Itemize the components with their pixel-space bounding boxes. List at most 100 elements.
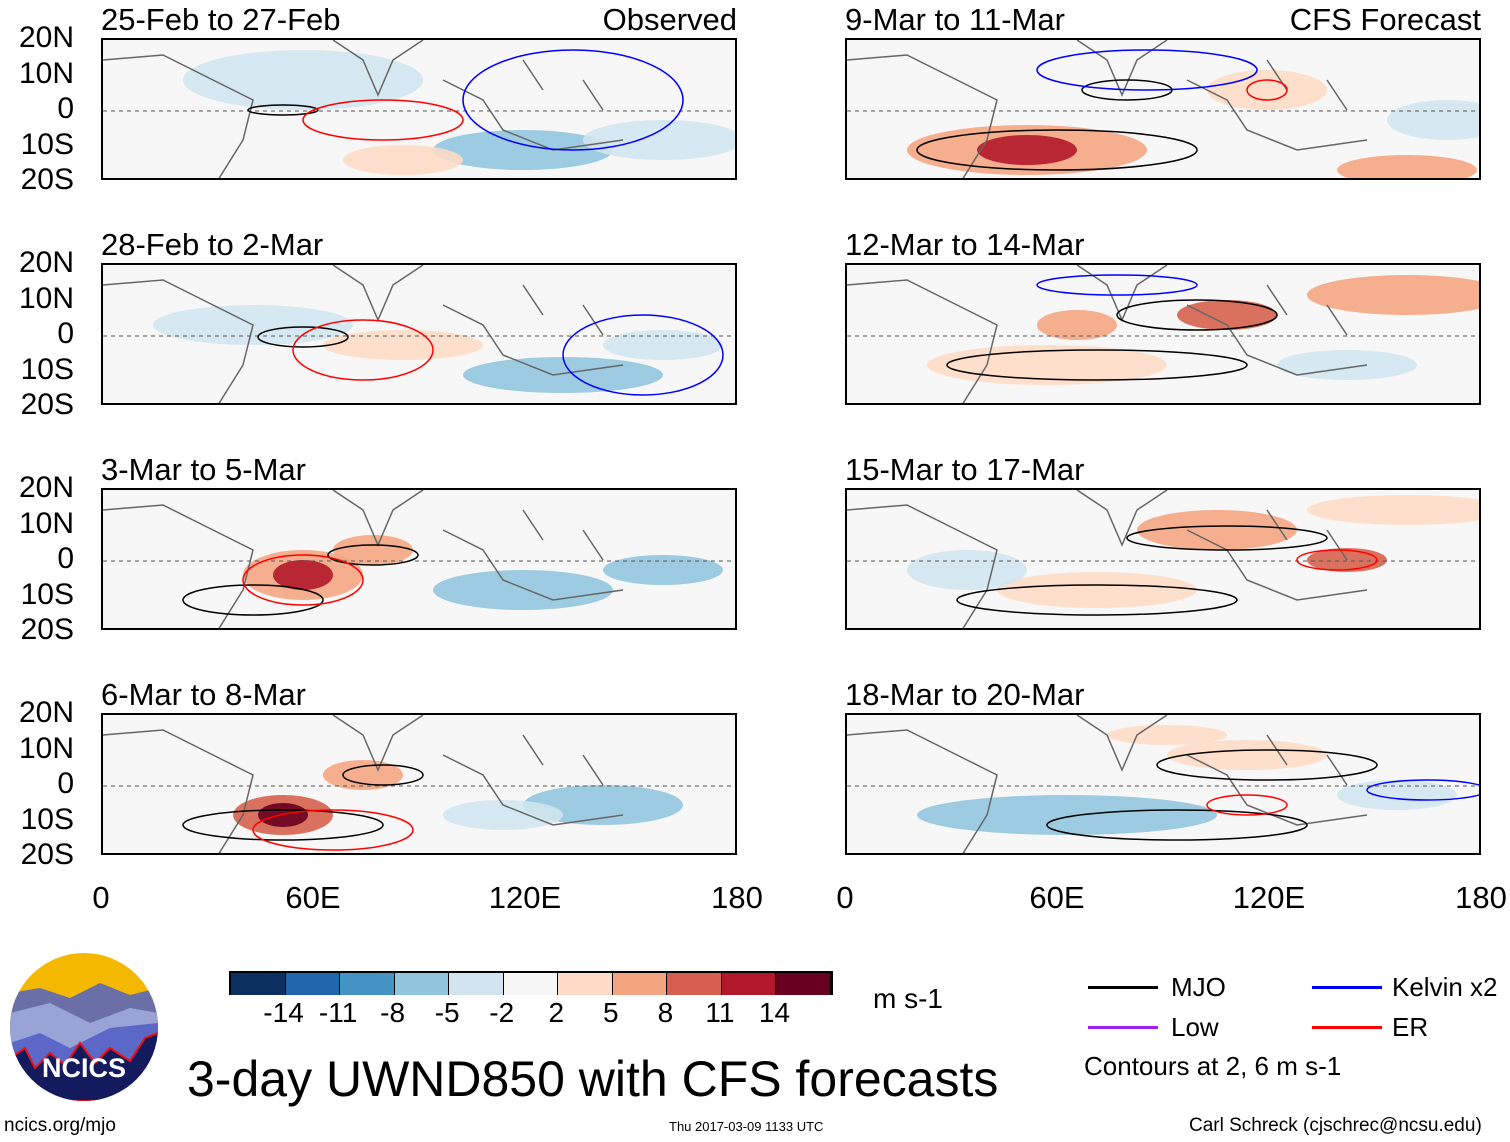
y-tick-label: 20S xyxy=(20,838,74,871)
wind-anomaly xyxy=(443,800,563,830)
legend-label-mjo: MJO xyxy=(1171,972,1226,1002)
y-tick-label: 20S xyxy=(20,388,74,421)
wind-anomaly xyxy=(1337,780,1457,810)
x-tick-label: 120E xyxy=(488,880,562,915)
colorbar-label: -11 xyxy=(318,997,358,1028)
legend-line-kelvin xyxy=(1312,986,1382,989)
colorbar-swatch xyxy=(503,973,559,995)
map-panel xyxy=(845,713,1481,855)
wind-anomaly xyxy=(323,760,403,790)
colorbar-swatch xyxy=(394,973,450,995)
x-tick-label: 0 xyxy=(92,880,110,915)
wind-anomaly xyxy=(433,130,613,170)
wave-contour xyxy=(327,544,419,566)
y-tick-label: 20N xyxy=(18,246,74,279)
y-tick-label: 0 xyxy=(57,542,74,575)
y-tick-label: 10N xyxy=(18,506,74,540)
wave-contour xyxy=(1246,79,1288,101)
y-tick-label: 10S xyxy=(20,577,74,611)
ncics-logo: NCICS xyxy=(10,953,158,1101)
coastline-africa xyxy=(103,279,254,403)
colorbar-label: 14 xyxy=(758,997,791,1028)
coastline-india xyxy=(332,715,424,772)
legend-label-low: Low xyxy=(1171,1012,1219,1042)
y-tick-label: 10S xyxy=(20,127,74,161)
wave-contour xyxy=(1126,525,1328,551)
coastline-africa xyxy=(847,504,998,628)
map-panel xyxy=(101,488,737,630)
wind-anomaly xyxy=(1177,300,1277,330)
wind-anomaly xyxy=(1337,155,1477,178)
y-tick-label: 0 xyxy=(57,767,74,800)
wind-anomaly xyxy=(1307,495,1479,525)
colorbar-swatch xyxy=(558,973,613,995)
wave-contour xyxy=(1116,299,1278,331)
y-tick-label: 10N xyxy=(18,731,74,765)
wind-anomaly xyxy=(1387,100,1479,140)
coastline-maritime xyxy=(442,509,624,601)
wave-contour xyxy=(182,809,384,841)
x-tick-label: 180 xyxy=(711,880,763,915)
panel-title: 28-Feb to 2-Mar xyxy=(101,227,324,262)
wind-anomaly xyxy=(1107,725,1227,745)
colorbar-label: 8 xyxy=(657,997,674,1028)
wave-contour xyxy=(182,584,324,616)
legend-line-er xyxy=(1312,1026,1382,1029)
colorbar-label: -14 xyxy=(263,997,304,1028)
wave-contour xyxy=(1046,809,1308,841)
wave-contour xyxy=(1296,549,1378,571)
panel-title: 9-Mar to 11-Mar xyxy=(845,2,1065,37)
panel-tag: Observed xyxy=(602,2,737,37)
colorbar xyxy=(229,971,833,995)
coastline-india xyxy=(1076,490,1168,547)
colorbar-swatch xyxy=(612,973,668,995)
colorbar-units: m s-1 xyxy=(873,983,943,1014)
coastline-africa xyxy=(847,279,998,403)
y-tick-label: 0 xyxy=(57,92,74,125)
panel-title: 6-Mar to 8-Mar xyxy=(101,677,306,712)
wave-contour xyxy=(292,319,434,381)
wind-anomaly xyxy=(273,560,333,590)
y-tick-label: 20N xyxy=(18,696,74,729)
coastline-india xyxy=(332,40,424,97)
wave-contour xyxy=(562,314,724,396)
wind-anomaly xyxy=(1307,275,1479,315)
wind-anomaly xyxy=(463,357,663,393)
coastline-india xyxy=(332,265,424,322)
wave-contour xyxy=(462,49,684,151)
wave-contour xyxy=(946,349,1248,381)
y-tick-label: 20S xyxy=(20,163,74,196)
colorbar-swatch xyxy=(231,973,286,995)
wave-contour xyxy=(257,326,349,348)
coastline-africa xyxy=(103,504,254,628)
coastline-maritime xyxy=(442,734,624,826)
y-tick-label: 10N xyxy=(18,56,74,90)
coastline-maritime xyxy=(442,284,624,376)
coastline-africa xyxy=(103,729,254,853)
legend-label-kelvin: Kelvin x2 xyxy=(1392,972,1498,1002)
wind-anomaly xyxy=(323,330,483,360)
wind-anomaly xyxy=(333,535,413,565)
map-panel xyxy=(845,488,1481,630)
x-tick-label: 60E xyxy=(285,880,341,915)
wave-contour xyxy=(242,554,364,606)
wind-anomaly xyxy=(603,330,723,360)
map-panel xyxy=(845,38,1481,180)
wind-anomaly xyxy=(1167,740,1327,770)
footer-url[interactable]: ncics.org/mjo xyxy=(4,1115,116,1136)
colorbar-label: -5 xyxy=(434,997,460,1028)
map-panel xyxy=(101,263,737,405)
panel-title: 25-Feb to 27-Feb xyxy=(101,2,341,37)
wind-anomaly xyxy=(977,135,1077,165)
panel-tag: CFS Forecast xyxy=(1289,2,1481,37)
coastline-india xyxy=(1076,715,1168,772)
legend-line-mjo xyxy=(1088,986,1158,989)
colorbar-label: -2 xyxy=(489,997,515,1028)
wind-anomaly xyxy=(997,572,1197,608)
wave-contour xyxy=(247,104,319,116)
wind-anomaly xyxy=(1037,310,1117,340)
colorbar-swatch xyxy=(667,973,722,995)
svg-text:NCICS: NCICS xyxy=(42,1053,126,1083)
wave-contour xyxy=(302,99,464,141)
